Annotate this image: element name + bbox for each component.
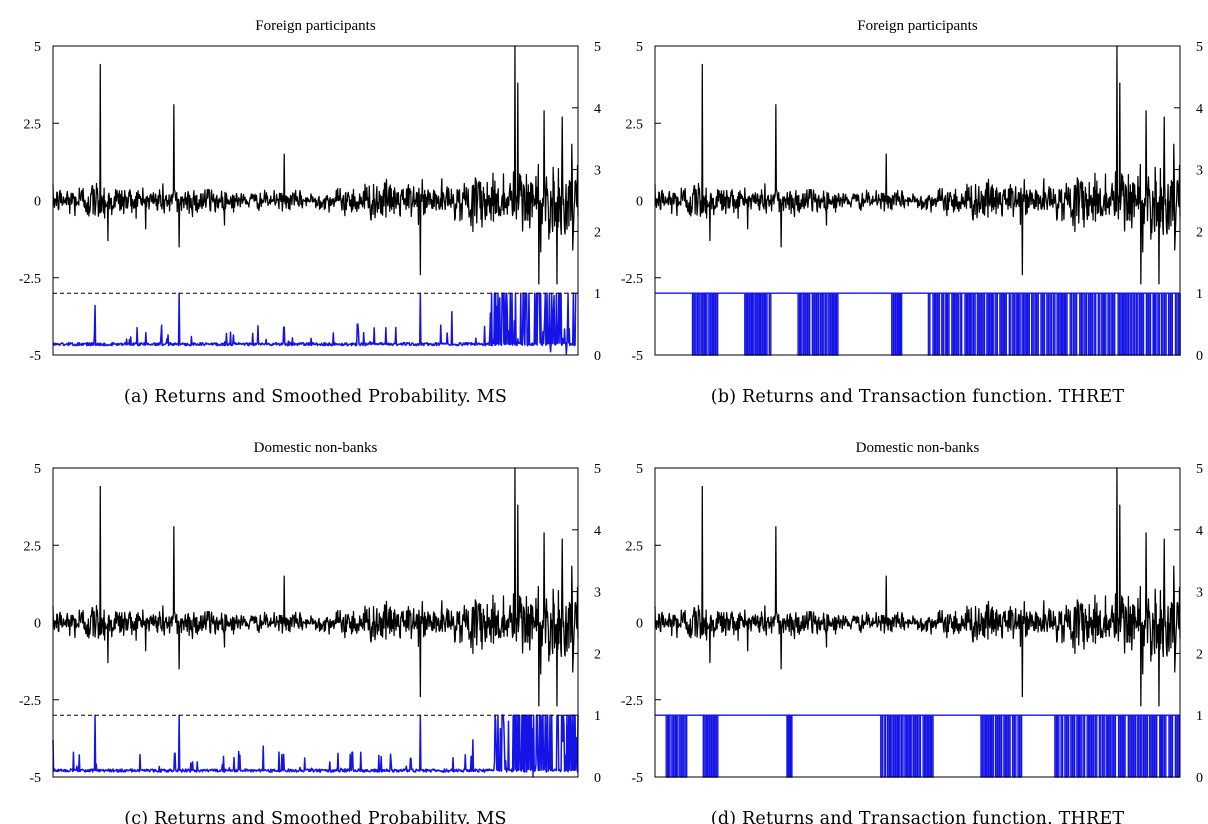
right-tick-label: 5 (1196, 462, 1203, 477)
left-tick-label: 0 (636, 195, 643, 210)
left-tick-label: -2.5 (621, 272, 643, 287)
right-tick-label: 2 (594, 647, 601, 662)
returns-line (52, 45, 579, 285)
panel-title: Foreign participants (857, 18, 978, 34)
left-tick-label: 2.5 (626, 539, 644, 554)
right-tick-label: 2 (594, 225, 601, 240)
left-tick-label: 0 (34, 195, 41, 210)
panel-caption: (c) Returns and Smoothed Probability. MS (124, 809, 507, 824)
panel-title: Domestic non-banks (856, 440, 980, 456)
left-tick-label: 5 (34, 40, 41, 55)
left-tick-label: 2.5 (626, 117, 644, 132)
panel-caption: (d) Returns and Transaction function. TH… (711, 809, 1125, 824)
right-tick-label: 3 (594, 164, 601, 179)
plot-frame (654, 467, 1181, 778)
right-tick-label: 4 (1196, 102, 1203, 117)
plot-frame (52, 467, 579, 778)
left-tick-label: -2.5 (621, 694, 643, 709)
panel-a: Foreign participants 5 2.5 0 -2.5 -5 5 4 3 2 1 0 (a)… (19, 18, 601, 407)
right-tick-label: 1 (594, 709, 601, 724)
right-tick-label: 0 (1196, 349, 1203, 364)
right-tick-label: 5 (594, 462, 601, 477)
left-tick-label: -2.5 (19, 272, 41, 287)
panel-caption: (a) Returns and Smoothed Probability. MS (124, 387, 507, 407)
left-tick-label: 5 (636, 40, 643, 55)
left-tick-label: 0 (34, 617, 41, 632)
panel-caption: (b) Returns and Transaction function. TH… (711, 387, 1125, 407)
panel-title: Foreign participants (255, 18, 376, 34)
right-tick-label: 4 (594, 102, 601, 117)
transaction-line (665, 715, 1181, 778)
transaction-line (691, 293, 1181, 356)
right-tick-label: 0 (594, 771, 601, 786)
left-tick-label: -5 (29, 771, 41, 786)
probability-line (52, 714, 579, 778)
right-tick-label: 1 (594, 287, 601, 302)
right-tick-label: 1 (1196, 709, 1203, 724)
left-tick-label: -5 (631, 349, 643, 364)
plot-frame (52, 45, 579, 356)
right-tick-label: 3 (1196, 586, 1203, 601)
left-tick-label: -5 (29, 349, 41, 364)
left-tick-label: -5 (631, 771, 643, 786)
panel-d: Domestic non-banks 5 2.5 0 -2.5 -5 5 4 3 2 1 0 (d) R… (621, 440, 1203, 824)
panel-b: Foreign participants 5 2.5 0 -2.5 -5 5 4 3 2 1 0 (b)… (621, 18, 1203, 407)
returns-line (654, 467, 1181, 707)
right-tick-label: 5 (594, 40, 601, 55)
right-tick-label: 0 (1196, 771, 1203, 786)
right-tick-label: 5 (1196, 40, 1203, 55)
panel-title: Domestic non-banks (254, 440, 378, 456)
returns-line (654, 45, 1181, 285)
left-tick-label: 2.5 (24, 117, 42, 132)
right-tick-label: 2 (1196, 647, 1203, 662)
left-tick-label: 0 (636, 617, 643, 632)
left-tick-label: 5 (636, 462, 643, 477)
right-tick-label: 4 (1196, 524, 1203, 539)
probability-line (52, 292, 579, 355)
returns-line (52, 467, 579, 707)
plot-frame (654, 45, 1181, 356)
right-tick-label: 0 (594, 349, 601, 364)
right-tick-label: 3 (594, 586, 601, 601)
panel-c: Domestic non-banks 5 2.5 0 -2.5 -5 5 4 3 2 1 0 (c) R… (19, 440, 601, 824)
right-tick-label: 2 (1196, 225, 1203, 240)
left-tick-label: 5 (34, 462, 41, 477)
left-tick-label: 2.5 (24, 539, 42, 554)
right-tick-label: 4 (594, 524, 601, 539)
right-tick-label: 3 (1196, 164, 1203, 179)
left-tick-label: -2.5 (19, 694, 41, 709)
right-tick-label: 1 (1196, 287, 1203, 302)
